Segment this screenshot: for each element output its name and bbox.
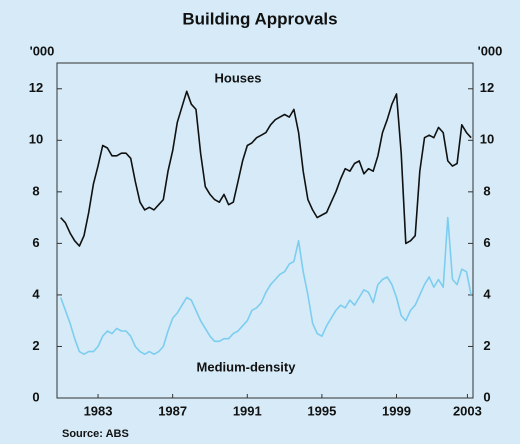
y-tick-label: 4 <box>483 286 491 301</box>
y-tick-label: 4 <box>32 286 40 301</box>
y-tick-label: 8 <box>32 183 39 198</box>
y-unit-label: '000 <box>30 43 55 58</box>
x-tick-label: 1995 <box>307 403 336 418</box>
chart-title: Building Approvals <box>182 9 337 28</box>
y-tick-label: 10 <box>29 132 43 147</box>
y-tick-label: 2 <box>483 338 490 353</box>
x-tick-label: 2003 <box>453 403 482 418</box>
plot-frame <box>56 62 474 399</box>
y-unit-label: '000 <box>478 43 503 58</box>
x-tick-label: 1999 <box>382 403 411 418</box>
series-line <box>60 90 472 247</box>
series-line <box>59 216 472 355</box>
y-tick-label: 6 <box>483 235 490 250</box>
y-tick-label: 12 <box>29 80 43 95</box>
y-tick-label: 12 <box>480 80 494 95</box>
x-tick-label: 1983 <box>84 403 113 418</box>
x-tick-label: 1987 <box>158 403 187 418</box>
x-tick-label: 1991 <box>233 403 262 418</box>
source-note: Source: ABS <box>62 428 129 440</box>
series-annotation: Medium-density <box>197 359 297 374</box>
y-tick-label: 2 <box>32 338 39 353</box>
y-tick-label: 0 <box>483 389 490 404</box>
y-tick-label: 0 <box>32 389 39 404</box>
y-tick-label: 8 <box>483 183 490 198</box>
series-annotation: Houses <box>215 70 262 85</box>
y-tick-label: 6 <box>32 235 39 250</box>
y-tick-label: 10 <box>480 132 494 147</box>
